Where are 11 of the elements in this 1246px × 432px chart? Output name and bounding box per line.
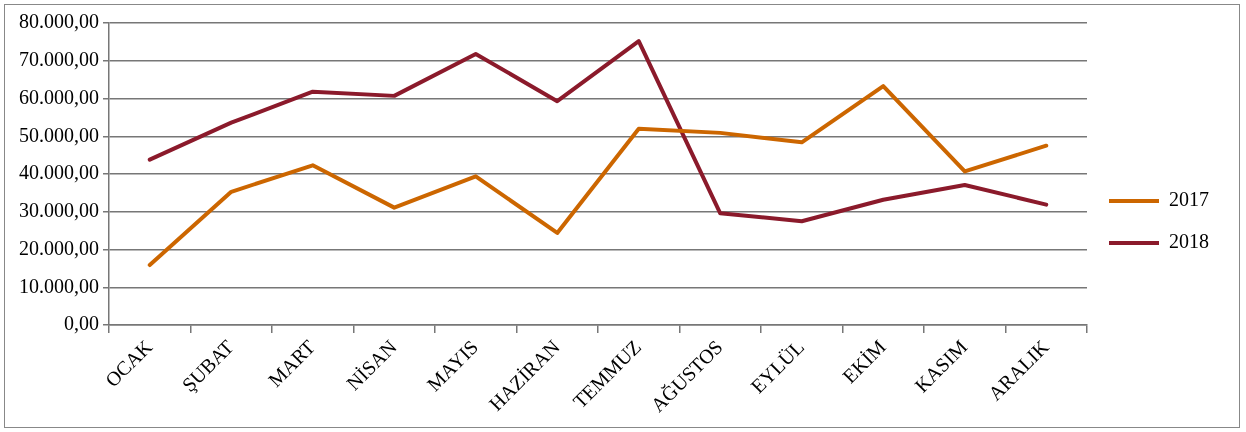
y-tick-label: 40.000,00 [19, 161, 99, 184]
y-tick-label: 80.000,00 [19, 10, 99, 33]
y-tick-label: 0,00 [64, 312, 99, 335]
legend-label: 2018 [1169, 230, 1209, 253]
y-tick-label: 70.000,00 [19, 48, 99, 71]
y-tick-label: 10.000,00 [19, 274, 99, 297]
legend-label: 2017 [1169, 188, 1209, 211]
y-tick-label: 20.000,00 [19, 236, 99, 259]
y-tick-label: 50.000,00 [19, 123, 99, 146]
y-tick-label: 60.000,00 [19, 85, 99, 108]
y-tick-label: 30.000,00 [19, 199, 99, 222]
